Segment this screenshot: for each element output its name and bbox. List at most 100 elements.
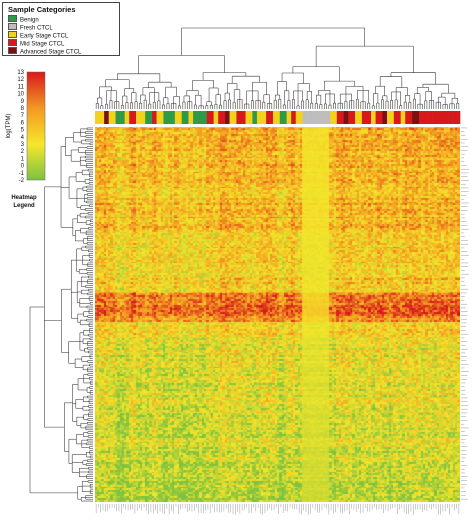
category-cell [202, 111, 205, 124]
category-cell [152, 111, 155, 124]
legend-swatch-early-stage [8, 31, 17, 38]
legend-item-advanced-stage: Advanced Stage CTCL [8, 47, 81, 56]
category-cell [250, 111, 253, 124]
category-cell [188, 111, 192, 124]
category-cell [302, 111, 306, 124]
legend-item-mid-stage: Mid Stage CTCL [8, 39, 64, 48]
colorbar-axis-label: log(TPM) [6, 114, 12, 139]
category-cell [234, 111, 237, 124]
category-cell [133, 111, 137, 124]
legend-swatch-mid-stage [8, 39, 17, 46]
category-cell [357, 111, 360, 124]
category-cell [266, 111, 269, 124]
category-cell [282, 111, 285, 124]
category-cell [284, 111, 287, 124]
category-cell [241, 111, 244, 124]
category-cell [243, 111, 246, 124]
heatmap-cells [95, 127, 460, 502]
category-cell [181, 111, 185, 124]
category-cell [101, 111, 105, 124]
category-cell [398, 111, 401, 124]
category-cell [311, 111, 315, 124]
category-cell [270, 111, 274, 124]
category-cell [213, 111, 217, 124]
category-cell [140, 111, 144, 124]
legend-item-early-stage: Early Stage CTCL [8, 31, 68, 40]
category-cell [225, 111, 228, 124]
legend-label-benign: Benign [20, 17, 39, 24]
category-cell [407, 111, 411, 124]
category-cell [320, 111, 324, 124]
category-cell [345, 111, 349, 124]
category-cell [325, 111, 328, 124]
legend-label-fresh-ctcl: Fresh CTCL [20, 25, 53, 32]
colorbar-tick-label: 5 [21, 128, 25, 134]
category-cell [298, 111, 301, 124]
category-cell [423, 111, 427, 124]
category-cell [336, 111, 340, 124]
category-cell [448, 111, 452, 124]
category-cell [314, 111, 317, 124]
category-cell [177, 111, 180, 124]
row-dendrogram [29, 127, 93, 502]
category-cell [156, 111, 160, 124]
category-cell [304, 111, 308, 124]
category-cell [183, 111, 187, 124]
category-cell [416, 111, 420, 124]
colorbar-tick-label: 9 [21, 99, 25, 105]
category-cell [364, 111, 367, 124]
category-cell [309, 111, 313, 124]
colorbar-tick-label: 3 [21, 142, 25, 148]
column-tick-labels [95, 504, 460, 515]
category-cell [209, 111, 212, 124]
category-cell [247, 111, 251, 124]
category-cell [430, 111, 433, 124]
category-cell [168, 111, 171, 124]
colorbar-title-1: Heatmap [11, 195, 37, 201]
category-cell [165, 111, 169, 124]
category-cell [261, 111, 265, 124]
category-cell [170, 111, 173, 124]
category-cell [99, 111, 103, 124]
category-cell [446, 111, 449, 124]
category-cell [97, 111, 100, 124]
category-cell [218, 111, 221, 124]
category-cell [199, 111, 203, 124]
category-cell [158, 111, 162, 124]
category-cell [391, 111, 395, 124]
category-cell [124, 111, 128, 124]
category-cell [441, 111, 445, 124]
category-cell [329, 111, 333, 124]
category-cell [457, 111, 461, 124]
category-cell [110, 111, 114, 124]
category-cell [193, 111, 196, 124]
category-cell [318, 111, 322, 124]
category-cell [389, 111, 392, 124]
category-cell [366, 111, 370, 124]
colorbar-tick-label: -1 [19, 171, 25, 177]
category-cell [215, 111, 219, 124]
category-cell [418, 111, 422, 124]
column-dendrogram [95, 27, 460, 109]
category-cell [172, 111, 176, 124]
legend-title: Sample Categories [8, 5, 76, 14]
category-cell [343, 111, 347, 124]
category-cell [256, 111, 260, 124]
category-cell [145, 111, 148, 124]
category-cell [231, 111, 235, 124]
category-cell [126, 111, 130, 124]
category-cell [355, 111, 358, 124]
colorbar-tick-label: 11 [18, 84, 25, 90]
category-cell [455, 111, 459, 124]
sample-category-strip [95, 111, 461, 124]
category-cell [375, 111, 379, 124]
legend-item-fresh-ctcl: Fresh CTCL [8, 23, 53, 32]
category-cell [414, 111, 417, 124]
category-cell [245, 111, 249, 124]
colorbar-tick-label: 4 [21, 135, 25, 141]
category-cell [277, 111, 281, 124]
category-cell [373, 111, 376, 124]
category-cell [377, 111, 381, 124]
